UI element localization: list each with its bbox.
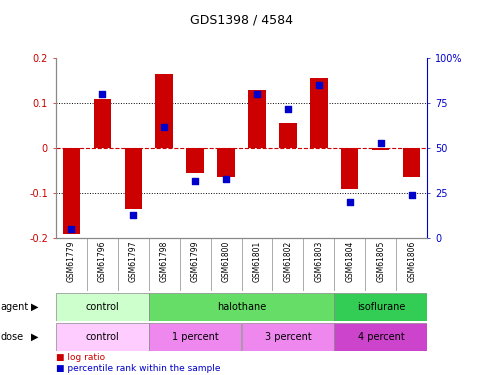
Bar [311, 78, 327, 148]
Point [67, 226, 75, 232]
Text: 3 percent: 3 percent [265, 332, 312, 342]
Text: isoflurane: isoflurane [357, 302, 405, 312]
Bar [372, 148, 389, 150]
Text: GSM61802: GSM61802 [284, 241, 293, 282]
Text: dose: dose [0, 332, 24, 342]
Text: 4 percent: 4 percent [357, 332, 404, 342]
Point [346, 199, 354, 205]
Point [408, 192, 416, 198]
Text: ■ log ratio: ■ log ratio [56, 353, 105, 362]
Text: control: control [85, 302, 119, 312]
Bar [125, 148, 142, 209]
Point [129, 212, 137, 218]
Bar [156, 74, 172, 148]
Bar [217, 148, 235, 177]
Point [377, 140, 385, 146]
Bar [56, 322, 149, 351]
Point [284, 105, 292, 111]
Point [98, 91, 106, 97]
Bar [149, 322, 242, 351]
Bar [403, 148, 421, 177]
Text: GSM61804: GSM61804 [345, 241, 355, 282]
Text: GDS1398 / 4584: GDS1398 / 4584 [190, 13, 293, 26]
Bar [62, 148, 80, 234]
Text: GSM61803: GSM61803 [314, 241, 324, 282]
Text: ■ percentile rank within the sample: ■ percentile rank within the sample [56, 364, 220, 373]
Text: agent: agent [0, 302, 28, 312]
Point [253, 91, 261, 97]
Text: GSM61806: GSM61806 [408, 241, 416, 282]
Text: GSM61797: GSM61797 [128, 241, 138, 282]
Point [160, 123, 168, 129]
Text: GSM61805: GSM61805 [376, 241, 385, 282]
Point [191, 177, 199, 183]
Bar [280, 123, 297, 148]
Bar [94, 99, 111, 148]
Bar [149, 292, 334, 321]
Text: GSM61796: GSM61796 [98, 241, 107, 282]
Text: control: control [85, 332, 119, 342]
Bar [341, 148, 358, 189]
Text: GSM61799: GSM61799 [190, 241, 199, 282]
Text: GSM61798: GSM61798 [159, 241, 169, 282]
Text: GSM61801: GSM61801 [253, 241, 261, 282]
Text: ▶: ▶ [31, 302, 39, 312]
Bar [334, 292, 427, 321]
Text: ▶: ▶ [31, 332, 39, 342]
Bar [242, 322, 334, 351]
Point [222, 176, 230, 182]
Point [315, 82, 323, 88]
Bar [334, 322, 427, 351]
Text: GSM61800: GSM61800 [222, 241, 230, 282]
Text: GSM61779: GSM61779 [67, 241, 75, 282]
Text: 1 percent: 1 percent [171, 332, 218, 342]
Bar [186, 148, 203, 173]
Bar [56, 292, 149, 321]
Bar [248, 90, 266, 148]
Text: halothane: halothane [217, 302, 266, 312]
